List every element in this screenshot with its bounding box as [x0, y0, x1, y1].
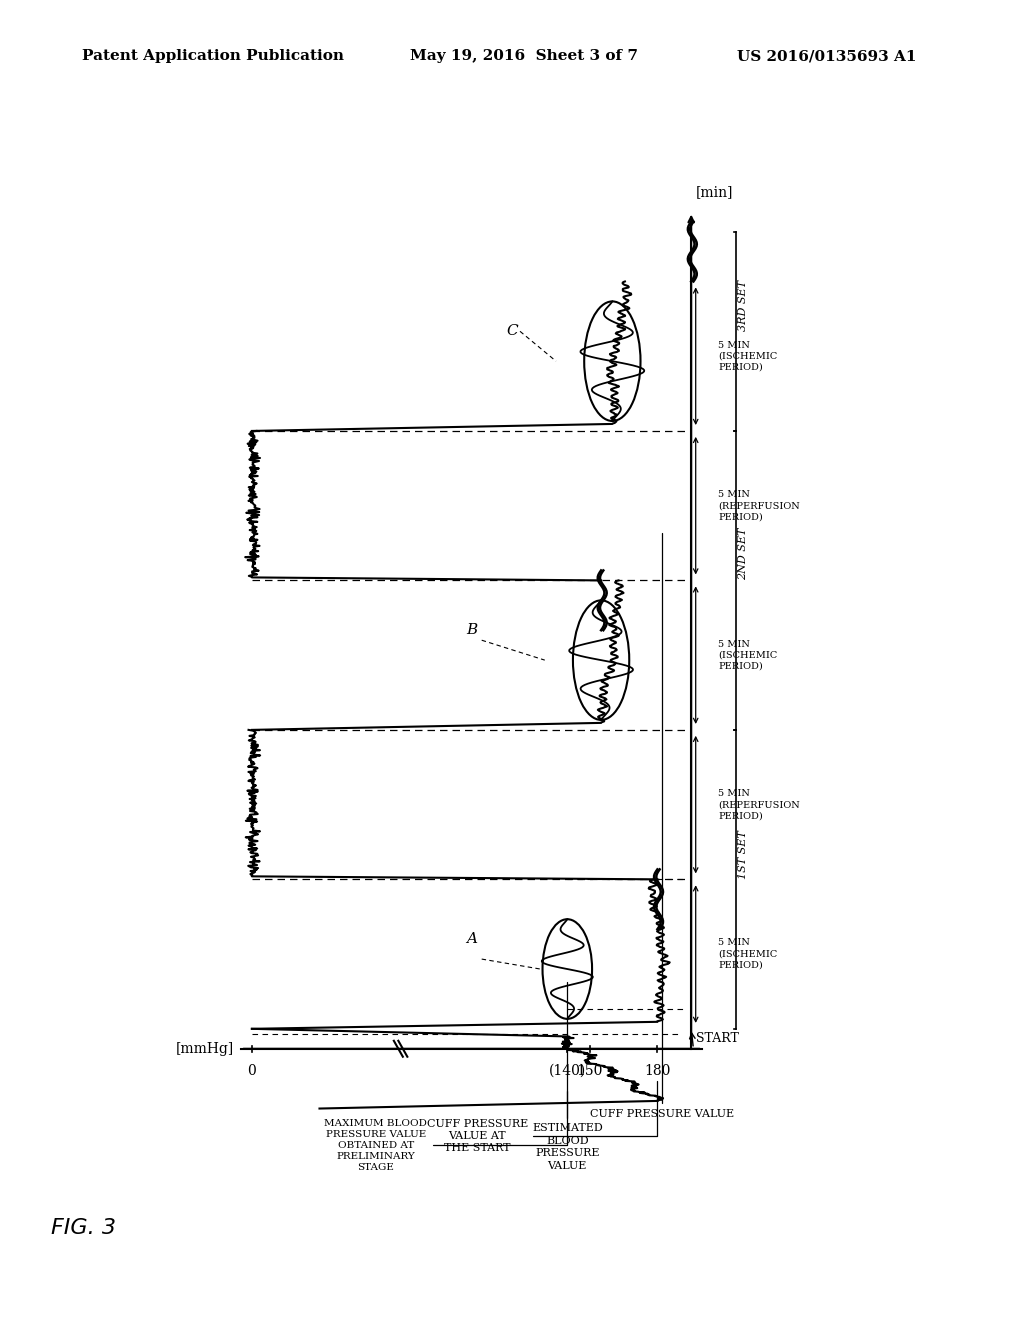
Text: MAXIMUM BLOOD
PRESSURE VALUE
OBTAINED AT
PRELIMINARY
STAGE: MAXIMUM BLOOD PRESSURE VALUE OBTAINED AT… — [325, 1092, 567, 1172]
Text: CUFF PRESSURE
VALUE AT
THE START: CUFF PRESSURE VALUE AT THE START — [427, 1081, 657, 1154]
Text: 0: 0 — [248, 1064, 256, 1077]
Text: 1ST SET: 1ST SET — [738, 830, 748, 879]
Text: [min]: [min] — [695, 185, 733, 199]
Text: A: A — [466, 932, 477, 946]
Text: US 2016/0135693 A1: US 2016/0135693 A1 — [737, 49, 916, 63]
Text: 3RD SET: 3RD SET — [738, 280, 748, 331]
Text: C: C — [506, 325, 518, 338]
Text: May 19, 2016  Sheet 3 of 7: May 19, 2016 Sheet 3 of 7 — [410, 49, 638, 63]
Text: 5 MIN
(ISCHEMIC
PERIOD): 5 MIN (ISCHEMIC PERIOD) — [718, 939, 777, 970]
Text: START: START — [695, 1032, 738, 1045]
Text: [mmHg]: [mmHg] — [176, 1041, 233, 1056]
Text: 180: 180 — [644, 1064, 671, 1077]
Text: B: B — [466, 623, 477, 638]
Text: FIG. 3: FIG. 3 — [51, 1217, 116, 1238]
Text: 5 MIN
(ISCHEMIC
PERIOD): 5 MIN (ISCHEMIC PERIOD) — [718, 341, 777, 372]
Text: CUFF PRESSURE VALUE: CUFF PRESSURE VALUE — [590, 533, 734, 1118]
Text: 5 MIN
(REPERFUSION
PERIOD): 5 MIN (REPERFUSION PERIOD) — [718, 789, 800, 820]
Text: 2ND SET: 2ND SET — [738, 528, 748, 581]
Text: (140): (140) — [549, 1064, 586, 1077]
Text: 5 MIN
(REPERFUSION
PERIOD): 5 MIN (REPERFUSION PERIOD) — [718, 490, 800, 521]
Text: ESTIMATED
BLOOD
PRESSURE
VALUE: ESTIMATED BLOOD PRESSURE VALUE — [531, 982, 603, 1171]
Text: Patent Application Publication: Patent Application Publication — [82, 49, 344, 63]
Text: 150: 150 — [577, 1064, 603, 1077]
Text: 5 MIN
(ISCHEMIC
PERIOD): 5 MIN (ISCHEMIC PERIOD) — [718, 640, 777, 671]
